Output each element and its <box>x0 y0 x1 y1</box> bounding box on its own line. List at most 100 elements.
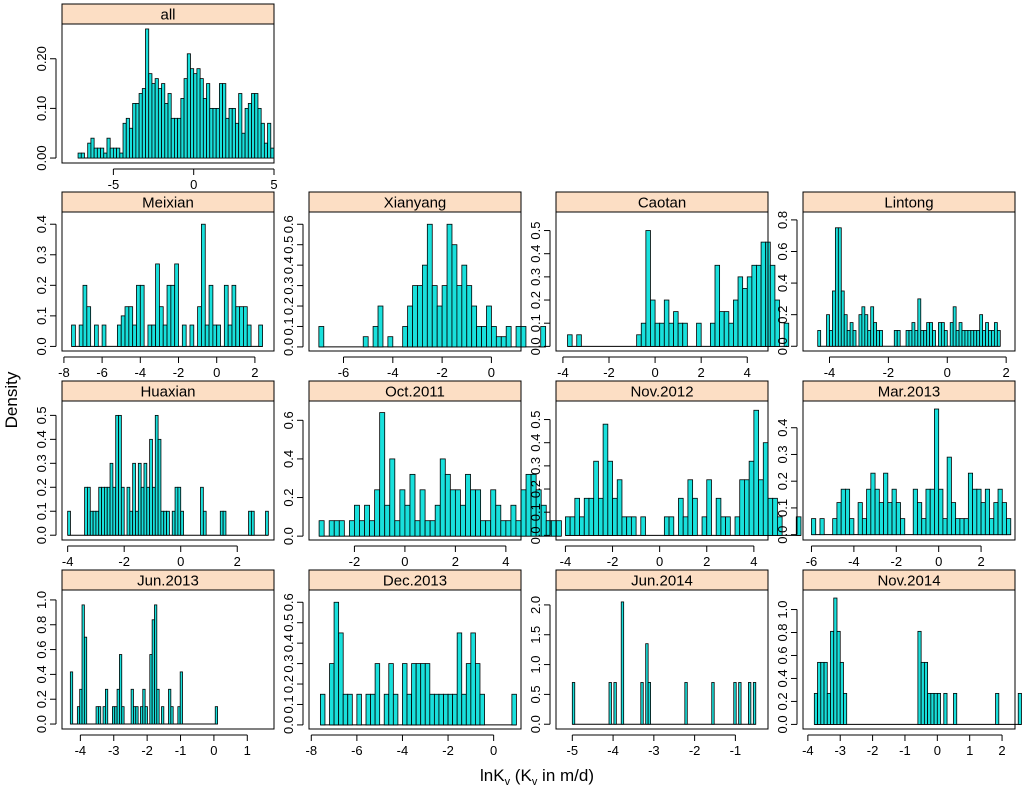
x-tick-label: -5 <box>108 177 120 192</box>
histogram-bar <box>461 693 467 726</box>
histogram-bar <box>608 682 612 725</box>
histogram-bar <box>896 330 901 347</box>
histogram-bar <box>767 497 774 536</box>
histogram-bar <box>751 264 757 347</box>
x-tick-label: -4 <box>557 365 569 380</box>
histogram-bar <box>465 663 472 726</box>
histogram-bar <box>359 520 365 537</box>
histogram-bar <box>997 488 1003 536</box>
histogram-bar <box>963 518 969 536</box>
y-tick-label: 0.0 <box>34 526 49 544</box>
panel-nov-2014: Nov.2014 -4 -3 -2 -1 0 1 2 0.0 0.2 0.4 0.6 0.8 1.0 <box>775 569 1022 758</box>
histogram-bar <box>466 285 473 348</box>
histogram-bar <box>119 152 124 159</box>
histogram-bar <box>86 306 92 347</box>
histogram-bar <box>887 502 893 536</box>
x-tick-label: -2 <box>141 743 153 758</box>
histogram-bar <box>878 502 884 536</box>
histogram-bar <box>174 117 179 159</box>
histogram-bar <box>870 472 876 536</box>
histogram-bar <box>682 516 689 536</box>
histogram-bar <box>734 516 741 536</box>
histogram-bar <box>984 488 990 536</box>
histogram-bar <box>241 132 246 159</box>
panel-title: Jun.2013 <box>137 573 199 590</box>
histogram-bar <box>92 510 97 536</box>
histogram-bar <box>409 473 416 537</box>
histogram-bar <box>374 663 381 726</box>
histogram-bar <box>976 330 981 347</box>
histogram-bar <box>318 520 325 537</box>
histogram-bar <box>208 284 214 347</box>
x-tick-label: 0 <box>944 365 951 380</box>
histogram-bar <box>933 692 938 725</box>
y-tick-label: 0.6 <box>281 593 296 611</box>
histogram-bar <box>199 78 204 159</box>
histogram-bar <box>967 330 972 347</box>
plot-frame <box>61 400 275 541</box>
histogram-bar <box>206 83 211 159</box>
histogram-bar <box>876 330 880 347</box>
histogram-bar <box>109 462 114 536</box>
histogram-bar <box>103 152 108 159</box>
histogram-bar <box>858 314 863 347</box>
x-tick-label: 4 <box>750 554 757 569</box>
panel-mar-2013: Mar.2013 -6 -4 -2 0 2 0.0 0.1 0.2 0.3 0.4 <box>775 380 1016 569</box>
histogram-bar <box>777 516 783 536</box>
x-tick-label: -4 <box>135 365 147 380</box>
histogram-bar <box>991 330 995 347</box>
histogram-bar <box>456 285 463 348</box>
y-tick-label: 0.10 <box>34 96 49 121</box>
histogram-bar <box>951 502 957 536</box>
histogram-bar <box>333 520 340 537</box>
histogram-bar <box>943 330 948 347</box>
histogram-bar <box>135 510 139 536</box>
histogram-bar <box>90 137 95 159</box>
histogram-bar <box>867 330 872 347</box>
y-tick-label: 0.0 <box>528 526 543 544</box>
histogram-bar <box>893 330 898 347</box>
histogram-bar <box>417 285 423 348</box>
x-tick-label: -8 <box>58 365 70 380</box>
histogram-bar <box>444 473 451 537</box>
panel-jun-2014: Jun.2014 -5 -4 -3 -2 -1 0.0 0.5 1.0 1.5 2.0 <box>528 569 769 758</box>
histogram-bar <box>101 324 107 347</box>
histogram-bar <box>159 306 164 347</box>
histogram-bar <box>972 488 978 536</box>
histogram-bar <box>246 324 252 347</box>
histogram-bar <box>260 122 265 159</box>
histogram-bar <box>218 83 224 159</box>
panel-nov-2012: Nov.2012 -4 -2 0 2 4 0.0 0.1 0.2 0.3 0.4 0.5 <box>528 380 802 569</box>
histogram-bar <box>101 486 105 536</box>
histogram-bar <box>164 103 169 159</box>
histogram-bar <box>384 504 391 537</box>
histogram-bar <box>362 336 369 348</box>
histogram-bar <box>404 504 411 537</box>
histogram-bar <box>152 486 156 536</box>
histogram-bar <box>927 692 932 725</box>
histogram-bar <box>486 305 492 348</box>
histogram-bar <box>235 306 241 347</box>
histogram-bar <box>93 147 98 159</box>
y-tick-label: 2.0 <box>528 596 543 614</box>
histogram-bar <box>258 324 263 347</box>
y-tick-label: 0.3 <box>528 268 543 286</box>
histogram-bar <box>251 93 256 159</box>
histogram-bar <box>843 314 848 347</box>
histogram-bar <box>441 285 448 348</box>
histogram-bar <box>109 147 114 159</box>
histogram-bar <box>930 692 935 725</box>
histogram-bar <box>852 330 857 347</box>
histogram-bar <box>861 518 867 536</box>
histogram-bar <box>148 73 153 159</box>
histogram-bar <box>626 516 632 536</box>
histogram-bar <box>993 322 998 347</box>
histogram-bar <box>929 488 935 536</box>
histogram-bar <box>243 306 248 347</box>
histogram-bar <box>166 510 170 536</box>
histogram-bar <box>774 299 780 347</box>
histogram-bar <box>1017 692 1022 725</box>
histogram-bar <box>136 284 141 347</box>
histogram-bar <box>80 152 85 159</box>
histogram-bar <box>567 334 573 347</box>
